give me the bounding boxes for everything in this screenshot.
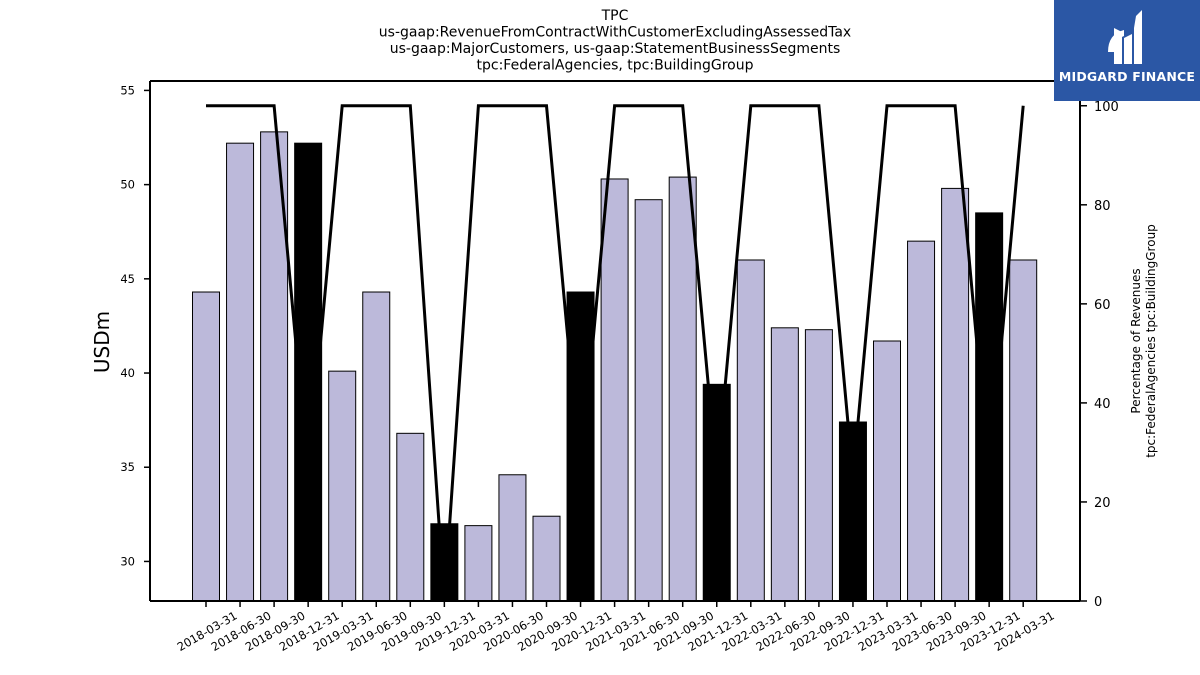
y-tick-label: 45 [120, 272, 135, 286]
bar [941, 187, 970, 602]
y-right-tick-label: 100 [1094, 100, 1119, 115]
y-tick-label: 30 [120, 554, 135, 568]
bar [192, 291, 220, 602]
y-axis-label-right: Percentage of Revenues tpc:FederalAgencie… [1129, 224, 1158, 458]
bar [838, 421, 867, 602]
percentage-line [206, 104, 1025, 602]
y-right-tick-label: 60 [1094, 298, 1111, 313]
title-line: us-gaap:MajorCustomers, us-gaap:Statemen… [390, 41, 841, 57]
bar [226, 142, 255, 602]
bar [634, 199, 663, 602]
bar [464, 525, 493, 602]
title-line: tpc:FederalAgencies, tpc:BuildingGroup [477, 58, 754, 74]
bar [736, 259, 765, 602]
bar [532, 515, 561, 602]
bar [498, 474, 527, 602]
bar [804, 329, 833, 602]
y-right-tick-label: 40 [1094, 397, 1111, 412]
bar [600, 178, 629, 602]
chart-title: TPCus-gaap:RevenueFromContractWithCustom… [379, 8, 851, 74]
bar [396, 432, 425, 602]
bar [328, 370, 357, 602]
bar [362, 291, 391, 602]
y-tick-label: 40 [120, 366, 135, 380]
logo-text: MIDGARD FINANCE [1058, 69, 1196, 84]
y-axis-label-right-line: Percentage of Revenues [1129, 268, 1143, 413]
bar [1009, 259, 1038, 602]
bar [873, 340, 901, 602]
y-right-tick-label: 80 [1094, 199, 1111, 214]
bar [668, 176, 697, 602]
bar [907, 240, 936, 602]
y-tick-label: 55 [120, 83, 135, 97]
percentage-line-group [206, 104, 1025, 602]
midgard-finance-logo: MIDGARD FINANCE [1054, 0, 1200, 101]
y-tick-label: 35 [120, 460, 135, 474]
y-axis-label: USDm [90, 311, 114, 373]
bar [770, 327, 799, 602]
right-axis-ticks: 0 20 40 60 80 100 [1080, 100, 1119, 610]
x-axis-ticks: 2018-03-312018-06-302018-09-302018-12-31… [175, 601, 1057, 654]
y-right-tick-label: 20 [1094, 496, 1111, 511]
y-right-tick-label: 0 [1094, 595, 1102, 610]
title-line: us-gaap:RevenueFromContractWithCustomerE… [379, 25, 851, 41]
bar [702, 383, 731, 602]
bar [975, 212, 1004, 602]
bar [566, 291, 595, 602]
y-axis-label-right-line: tpc:FederalAgencies tpc:BuildingGroup [1144, 224, 1158, 458]
left-axis-ticks: 30 35 40 45 50 55 [120, 83, 150, 568]
y-tick-label: 50 [120, 178, 135, 192]
title-line: TPC [601, 8, 629, 24]
midgard-logo-icon [1108, 10, 1142, 64]
